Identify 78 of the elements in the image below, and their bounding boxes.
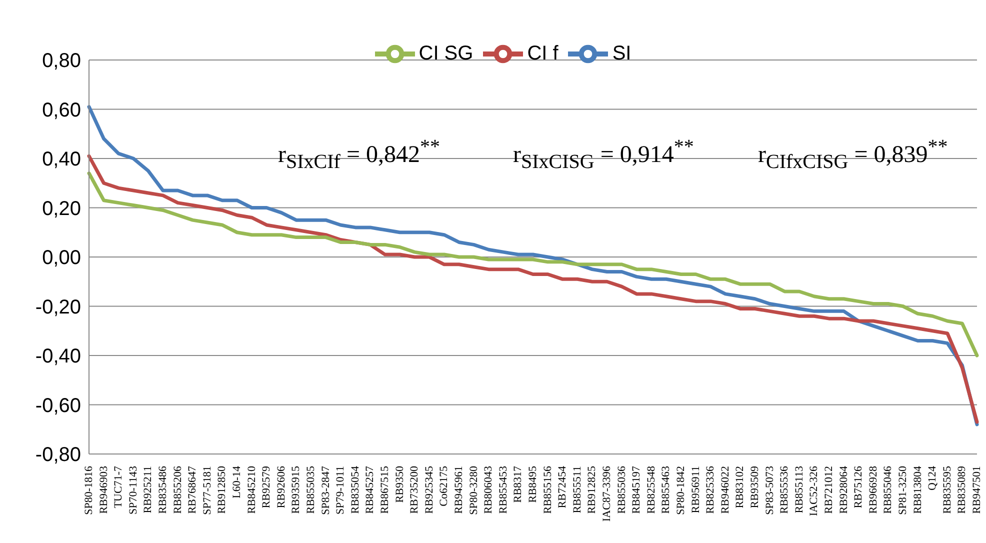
line-series (87, 172, 979, 358)
x-tick-label: RB8317 (512, 466, 524, 503)
x-tick-label: RB9350 (394, 466, 406, 503)
line-series (87, 105, 979, 426)
x-tick-label: RB855511 (571, 466, 584, 514)
x-tick-label: RB93509 (749, 466, 761, 508)
y-tick-label: -0,40 (35, 346, 81, 368)
legend-label: CI f (527, 42, 558, 64)
y-tick-label: -0,80 (35, 444, 81, 466)
x-tick-label: RB813804 (912, 466, 924, 514)
annotation: r$_{SIxCIf}$ = 0,842$^{**}$ (278, 136, 440, 174)
x-tick-label: RB855206 (172, 466, 184, 514)
x-tick-label: Co62175 (438, 466, 450, 506)
x-tick-label: RB855453 (497, 466, 510, 514)
x-tick-label: RB855156 (542, 466, 554, 514)
x-tick-label: RB83102 (734, 466, 746, 508)
x-tick-label: RB8495 (527, 466, 539, 503)
x-tick-label: SP83-2847 (320, 466, 332, 515)
y-tick-label: 0,60 (42, 99, 81, 122)
x-tick-label: RB855463 (660, 466, 672, 514)
annotation: r$_{SIxCISG}$ = 0,914$^{**}$ (513, 136, 694, 174)
x-tick-label: SP81-3250 (897, 466, 909, 515)
x-tick-label: RB855113 (793, 466, 806, 514)
x-tick-label: RB735200 (408, 466, 421, 514)
x-tick-label: RB925211 (142, 466, 154, 514)
x-tick-label: IAC52-326 (808, 466, 820, 516)
x-tick-label: RB845210 (246, 466, 258, 514)
x-tick-label: RB956911 (690, 466, 702, 514)
legend-label: SI (612, 42, 632, 64)
x-tick-label: RB912850 (216, 466, 228, 514)
annotation: r$_{CIfxCISG}$ = 0,839$^{**}$ (758, 136, 948, 174)
x-tick-label: RB75126 (852, 466, 865, 508)
x-tick-label: RB867515 (379, 466, 391, 514)
x-tick-label: RB925345 (423, 466, 436, 514)
x-tick-label: RB855536 (778, 466, 791, 514)
x-tick-label: RB806043 (482, 466, 495, 514)
x-tick-label: L60-14 (231, 466, 243, 498)
x-tick-label: RB835054 (349, 466, 362, 514)
x-tick-label: SP70-1143 (127, 466, 140, 514)
legend-label: CI SG (418, 42, 474, 64)
x-tick-label: SP83-5073 (764, 466, 776, 515)
x-tick-label: RB845197 (630, 466, 643, 514)
x-tick-label: SP80-3280 (468, 466, 480, 515)
x-tick-label: RB946022 (719, 466, 732, 514)
y-tick-label: 0,40 (42, 148, 81, 171)
x-tick-label: RB945961 (453, 466, 465, 514)
x-tick-label: SP80-1842 (675, 466, 687, 515)
x-tick-label: RB835595 (941, 466, 954, 514)
x-tick-label: RB855036 (616, 466, 628, 514)
x-tick-label: SP77-5181 (201, 466, 214, 515)
x-tick-label: RB72454 (556, 466, 569, 508)
x-tick-label: RB835486 (157, 466, 169, 514)
x-tick-label: RB721012 (823, 466, 835, 514)
x-tick-label: RB855035 (305, 466, 317, 514)
x-tick-label: IAC87-3396 (601, 466, 613, 522)
x-tick-label: RB825548 (645, 466, 658, 514)
x-tick-label: RB92579 (260, 466, 273, 508)
x-tick-label: RB946903 (98, 466, 110, 514)
y-tick-label: -0,60 (35, 394, 81, 417)
x-tick-label: RB928064 (838, 466, 850, 514)
y-tick-label: 0,20 (42, 198, 81, 220)
x-tick-label: RB947501 (971, 466, 983, 514)
y-tick-label: 0,00 (42, 247, 81, 270)
x-tick-label: RB92606 (275, 466, 288, 508)
x-tick-label: RB935915 (290, 466, 302, 514)
x-tick-label: RB835089 (956, 466, 968, 514)
x-tick-label: RB855046 (882, 466, 894, 514)
x-tick-label: SP80-1816 (83, 466, 95, 515)
x-tick-label: RB845257 (364, 466, 376, 514)
x-tick-label: SP79-1011 (334, 466, 347, 514)
x-tick-label: RB768647 (186, 466, 199, 514)
x-tick-label: RB912825 (586, 466, 598, 514)
x-tick-label: RB966928 (867, 466, 880, 514)
x-tick-label: Q124 (926, 466, 939, 490)
x-tick-label: RB825336 (704, 466, 717, 514)
x-tick-label: TUC71-7 (112, 466, 125, 508)
y-tick-label: -0,20 (35, 296, 81, 318)
y-tick-label: 0,80 (42, 50, 81, 72)
